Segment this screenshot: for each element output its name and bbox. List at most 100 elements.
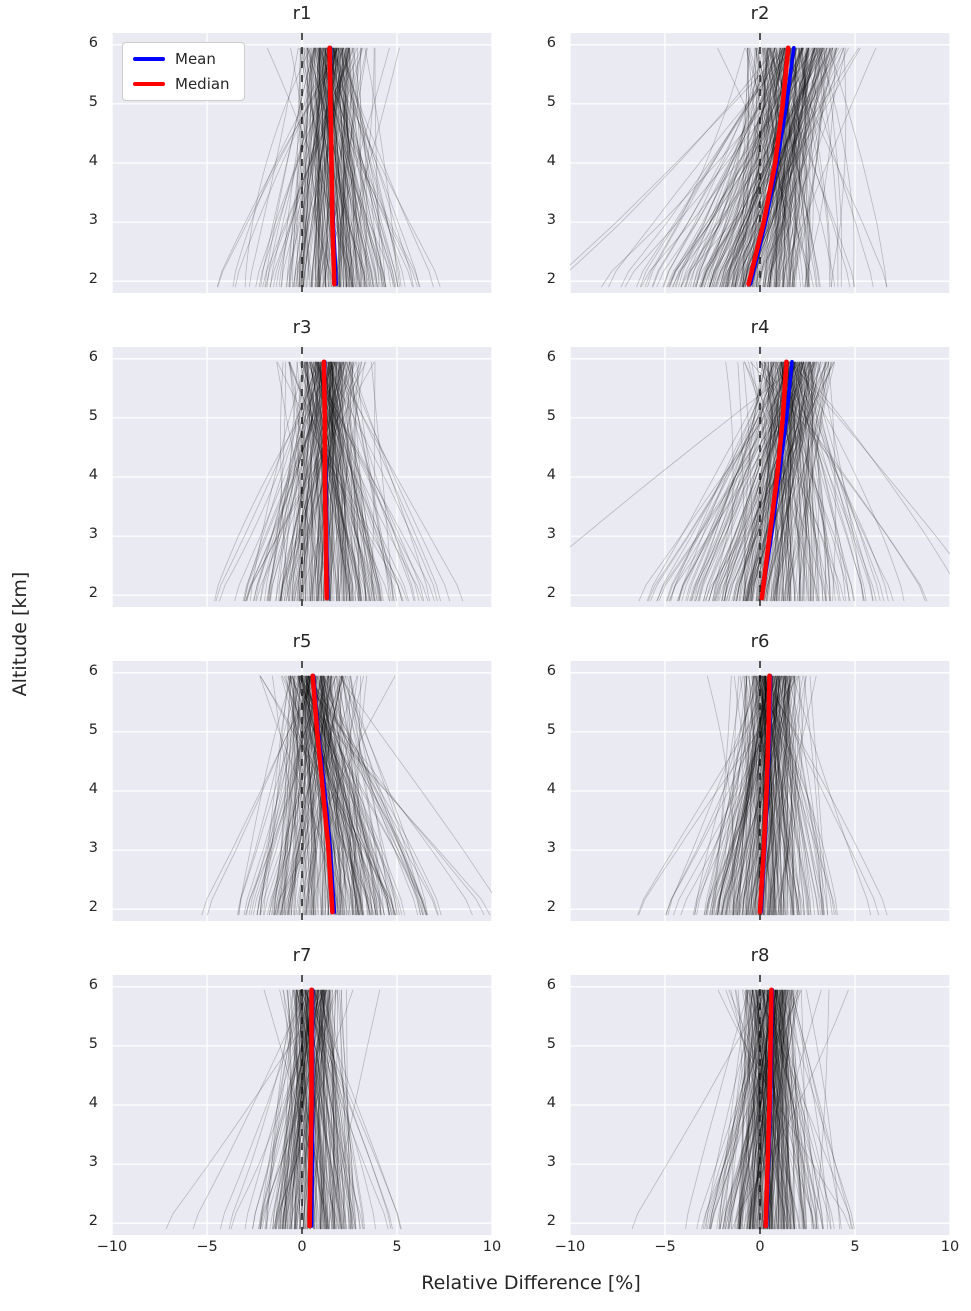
y-tick-label: 6 (546, 662, 556, 679)
y-tick-label: 6 (88, 976, 98, 993)
x-tick-label: 5 (392, 1239, 402, 1255)
plot-area (112, 33, 492, 293)
y-tick-label: 2 (88, 899, 98, 916)
legend-item-median: Median (133, 75, 230, 93)
y-tick-label: 3 (88, 1154, 98, 1171)
subplot-r5: r5 2 3 4 5 6 (89, 631, 492, 921)
y-tick-label: 3 (88, 212, 98, 229)
y-axis-ticks: 2 3 4 5 6 (66, 347, 104, 607)
plot-area (112, 661, 492, 921)
plot-area (570, 975, 950, 1235)
x-axis-ticks: −10 −5 0 5 10 (555, 1239, 960, 1263)
y-tick-label: 5 (88, 93, 98, 110)
y-tick-label: 6 (546, 348, 556, 365)
legend-item-mean: Mean (133, 50, 230, 68)
x-tick-label: −5 (196, 1239, 218, 1255)
y-tick-label: 2 (546, 585, 556, 602)
x-tick-label: −10 (96, 1239, 128, 1255)
y-axis-ticks: 2 3 4 5 6 (524, 33, 562, 293)
y-tick-label: 5 (88, 407, 98, 424)
y-tick-label: 6 (88, 348, 98, 365)
subplot-canvas (570, 33, 950, 293)
subplot-canvas (570, 347, 950, 607)
legend-label-median: Median (175, 75, 230, 93)
y-tick-label: 3 (546, 526, 556, 543)
subplot-r6: r6 2 3 4 5 6 (547, 631, 950, 921)
y-tick-label: 3 (546, 1154, 556, 1171)
y-axis-ticks: 2 3 4 5 6 (524, 975, 562, 1235)
y-tick-label: 3 (546, 212, 556, 229)
y-axis-ticks: 2 3 4 5 6 (524, 661, 562, 921)
y-axis-ticks: 2 3 4 5 6 (66, 33, 104, 293)
x-tick-label: −5 (654, 1239, 676, 1255)
legend: Mean Median (122, 42, 245, 101)
x-axis-label: Relative Difference [%] (421, 1272, 641, 1294)
mean-line-swatch (133, 57, 165, 61)
subplot-title: r1 (292, 3, 312, 24)
y-tick-label: 2 (88, 1213, 98, 1230)
y-tick-label: 5 (546, 93, 556, 110)
y-tick-label: 5 (546, 407, 556, 424)
y-tick-label: 4 (88, 781, 98, 797)
subplot-canvas (112, 347, 492, 607)
y-tick-label: 3 (88, 840, 98, 857)
subplot-canvas (112, 661, 492, 921)
y-tick-label: 3 (88, 526, 98, 543)
y-tick-label: 4 (546, 781, 556, 797)
y-tick-label: 6 (546, 34, 556, 51)
plot-area (570, 347, 950, 607)
subplot-title: r6 (750, 631, 770, 652)
y-tick-label: 6 (88, 34, 98, 51)
x-tick-label: 10 (940, 1239, 960, 1255)
plot-area (112, 975, 492, 1235)
subplot-title: r4 (750, 317, 770, 338)
y-tick-label: 4 (88, 467, 98, 483)
median-line-swatch (133, 82, 165, 86)
y-tick-label: 4 (88, 1095, 98, 1111)
subplot-canvas (570, 975, 950, 1235)
x-tick-label: −10 (554, 1239, 586, 1255)
subplot-canvas (112, 975, 492, 1235)
y-tick-label: 5 (88, 721, 98, 738)
y-tick-label: 4 (546, 467, 556, 483)
subplot-title: r2 (750, 3, 770, 24)
subplot-title: r7 (292, 945, 312, 966)
y-tick-label: 2 (546, 271, 556, 288)
plot-area (570, 33, 950, 293)
x-tick-label: 10 (482, 1239, 502, 1255)
subplot-r8: r8 2 3 4 5 6 −10 −5 0 5 10 (547, 945, 959, 1255)
y-tick-label: 4 (546, 1095, 556, 1111)
x-tick-label: 5 (850, 1239, 860, 1255)
subplot-r2: r2 2 3 4 5 6 (547, 3, 950, 293)
plot-area (570, 661, 950, 921)
x-tick-label: 0 (755, 1239, 765, 1255)
plot-area (112, 347, 492, 607)
subplot-r4: r4 2 3 4 5 6 (547, 317, 950, 607)
y-tick-label: 5 (546, 1035, 556, 1052)
y-axis-ticks: 2 3 4 5 6 (66, 661, 104, 921)
legend-label-mean: Mean (175, 50, 216, 68)
subplot-title: r8 (750, 945, 770, 966)
y-tick-label: 2 (546, 1213, 556, 1230)
y-tick-label: 3 (546, 840, 556, 857)
y-axis-ticks: 2 3 4 5 6 (66, 975, 104, 1235)
x-tick-label: 0 (297, 1239, 307, 1255)
y-tick-label: 2 (88, 585, 98, 602)
y-tick-label: 5 (88, 1035, 98, 1052)
subplot-r7: r7 2 3 4 5 6 −10 −5 0 5 10 (89, 945, 501, 1255)
y-tick-label: 2 (546, 899, 556, 916)
subplot-r1: r1 2 3 4 5 6 Mean Median (89, 3, 492, 293)
subplot-canvas (570, 661, 950, 921)
subplot-r3: r3 2 3 4 5 6 (89, 317, 492, 607)
y-tick-label: 4 (88, 153, 98, 169)
y-tick-label: 6 (546, 976, 556, 993)
x-axis-ticks: −10 −5 0 5 10 (97, 1239, 502, 1263)
subplot-title: r5 (292, 631, 312, 652)
y-tick-label: 6 (88, 662, 98, 679)
subplot-title: r3 (292, 317, 312, 338)
y-tick-label: 2 (88, 271, 98, 288)
y-tick-label: 4 (546, 153, 556, 169)
y-axis-label: Altitude [km] (9, 571, 31, 697)
y-tick-label: 5 (546, 721, 556, 738)
